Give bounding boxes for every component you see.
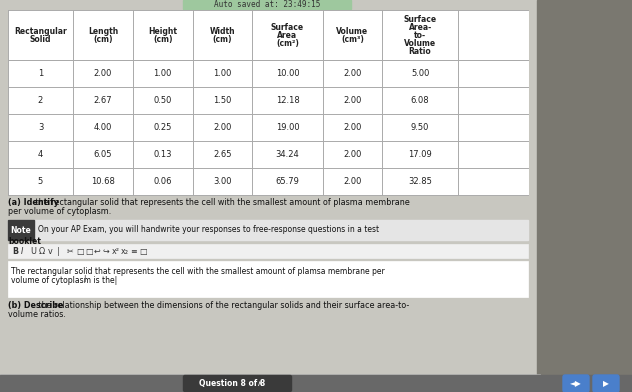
Text: 2.00: 2.00 [343,96,362,105]
Text: Question 8 of 8: Question 8 of 8 [199,379,265,388]
Bar [8,220,34,240]
Text: □: □ [85,247,92,256]
Text: 32.85: 32.85 [408,177,432,186]
Text: 19.00: 19.00 [276,123,300,132]
Text: Ratio: Ratio [409,47,432,56]
Text: the relationship between the dimensions of the rectangular solids and their surf: the relationship between the dimensions … [36,301,410,310]
FancyBboxPatch shape [563,375,589,392]
Text: per volume of cytoplasm.: per volume of cytoplasm. [8,207,111,216]
Text: Length: Length [88,27,118,36]
FancyBboxPatch shape [593,375,619,392]
Text: Auto saved at: 23:49:15: Auto saved at: 23:49:15 [214,0,320,9]
Text: 34.24: 34.24 [276,150,300,159]
FancyBboxPatch shape [183,376,291,392]
Text: (cm): (cm) [153,34,173,44]
Text: 2.00: 2.00 [343,177,362,186]
Text: 6.08: 6.08 [411,96,429,105]
Bar [183,0,351,9]
Text: (cm²): (cm²) [276,38,299,47]
Text: 2.00: 2.00 [214,123,232,132]
Text: Width: Width [210,27,235,36]
Text: 10.00: 10.00 [276,69,300,78]
Text: ▶: ▶ [603,379,609,388]
Text: 5.00: 5.00 [411,69,429,78]
Text: Volume: Volume [404,38,436,47]
Text: ✂: ✂ [67,247,74,256]
Text: Area-: Area- [408,22,432,31]
Text: U: U [30,247,36,256]
Text: Area: Area [277,31,298,40]
Text: Height: Height [148,27,177,36]
Bar [8,261,528,297]
Text: Note: Note [11,225,32,234]
Text: Surface: Surface [271,22,304,31]
Text: v: v [48,247,52,256]
Bar [8,10,528,195]
Text: ↪: ↪ [103,247,110,256]
Text: 2.65: 2.65 [213,150,232,159]
Text: I: I [21,247,23,256]
Text: 0.06: 0.06 [154,177,172,186]
Text: 2.67: 2.67 [94,96,112,105]
Text: 2: 2 [38,96,43,105]
Text: 2.00: 2.00 [94,69,112,78]
Text: (cm³): (cm³) [341,34,364,44]
Text: 2.00: 2.00 [343,69,362,78]
Text: On your AP Exam, you will handwrite your responses to free-response questions in: On your AP Exam, you will handwrite your… [38,225,379,234]
Bar [537,0,632,392]
Text: ∧: ∧ [257,379,262,388]
Text: 10.68: 10.68 [91,177,115,186]
Text: 9.50: 9.50 [411,123,429,132]
Text: 17.09: 17.09 [408,150,432,159]
Text: 1.00: 1.00 [154,69,172,78]
Text: Solid: Solid [30,34,51,44]
Text: □: □ [76,247,83,256]
Text: 65.79: 65.79 [276,177,300,186]
Bar [8,244,528,258]
Text: I: I [83,275,85,284]
Text: |: | [57,247,59,256]
Text: □: □ [139,247,147,256]
Text: (cm): (cm) [213,34,232,44]
Text: Volume: Volume [336,27,368,36]
Text: 1.50: 1.50 [214,96,232,105]
Text: 0.50: 0.50 [154,96,172,105]
Text: 0.25: 0.25 [154,123,172,132]
Text: ↩: ↩ [94,247,100,256]
Text: Rectangular: Rectangular [14,27,67,36]
Text: 12.18: 12.18 [276,96,300,105]
Text: B: B [12,247,18,256]
Text: 3: 3 [38,123,43,132]
Text: 5: 5 [38,177,43,186]
Text: 4: 4 [38,150,43,159]
Text: 1.00: 1.00 [214,69,232,78]
Text: x²: x² [112,247,120,256]
Text: ◄▶: ◄▶ [570,379,582,388]
Text: 2.00: 2.00 [343,123,362,132]
Text: volume ratios.: volume ratios. [8,310,66,319]
Text: The rectangular solid that represents the cell with the smallest amount of plams: The rectangular solid that represents th… [11,267,385,276]
Text: Ω: Ω [39,247,45,256]
Text: ≡: ≡ [130,247,137,256]
Bar [8,220,528,240]
Text: to-: to- [414,31,426,40]
Text: 4.00: 4.00 [94,123,112,132]
Text: 3.00: 3.00 [213,177,232,186]
Text: (a) Identify: (a) Identify [8,198,59,207]
Text: 0.13: 0.13 [154,150,172,159]
Text: (cm): (cm) [93,34,112,44]
Bar [0,375,632,392]
Text: 1: 1 [38,69,43,78]
Text: 6.05: 6.05 [94,150,112,159]
Text: volume of cytoplasm is the|: volume of cytoplasm is the| [11,276,118,285]
Text: (b) Describe: (b) Describe [8,301,63,310]
Text: the rectangular solid that represents the cell with the smallest amount of plasm: the rectangular solid that represents th… [33,198,410,207]
Text: Surface: Surface [404,15,437,24]
Text: x₂: x₂ [121,247,129,256]
Text: booklet: booklet [8,237,41,246]
Text: 2.00: 2.00 [343,150,362,159]
